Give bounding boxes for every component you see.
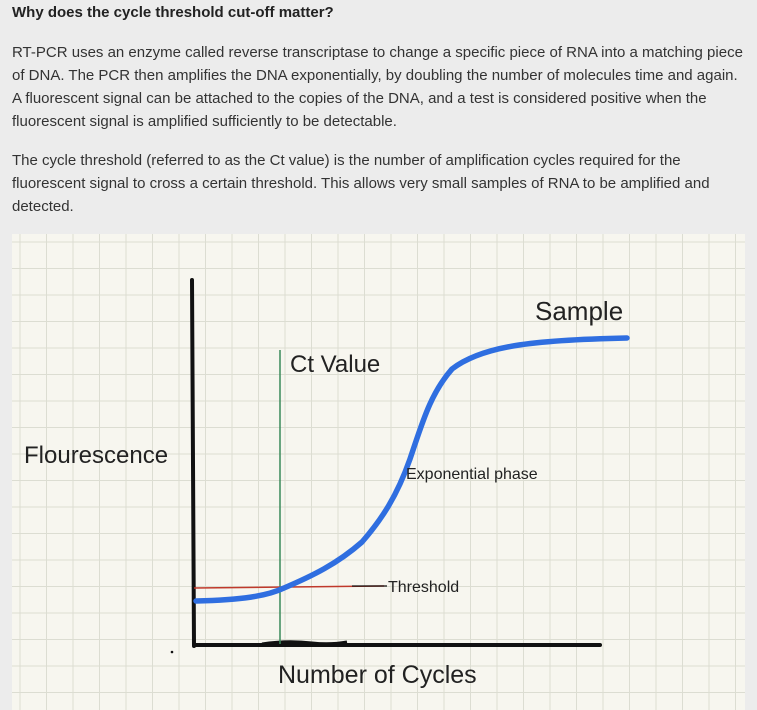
- article-paragraph-cycle-threshold: The cycle threshold (referred to as the …: [12, 152, 710, 215]
- y-axis-label: Flourescence: [24, 442, 168, 469]
- graph-paper-background: [12, 234, 745, 710]
- pcr-diagram: Flourescence Ct Value Sample Exponential…: [12, 234, 745, 710]
- threshold-label: Threshold: [388, 579, 459, 596]
- article-heading: Why does the cycle threshold cut-off mat…: [12, 4, 334, 21]
- sample-curve: [193, 335, 630, 604]
- x-axis-label: Number of Cycles: [278, 661, 477, 689]
- exponential-phase-label: Exponential phase: [406, 466, 538, 483]
- axis-dot: [170, 650, 174, 654]
- sample-label: Sample: [535, 296, 623, 326]
- article-paragraph-rt-pcr: RT-PCR uses an enzyme called reverse tra…: [12, 44, 743, 130]
- graph-paper-grid: [12, 234, 745, 710]
- y-axis: [190, 278, 196, 648]
- ct-value-label: Ct Value: [290, 351, 380, 378]
- x-axis-scribble: [261, 640, 348, 646]
